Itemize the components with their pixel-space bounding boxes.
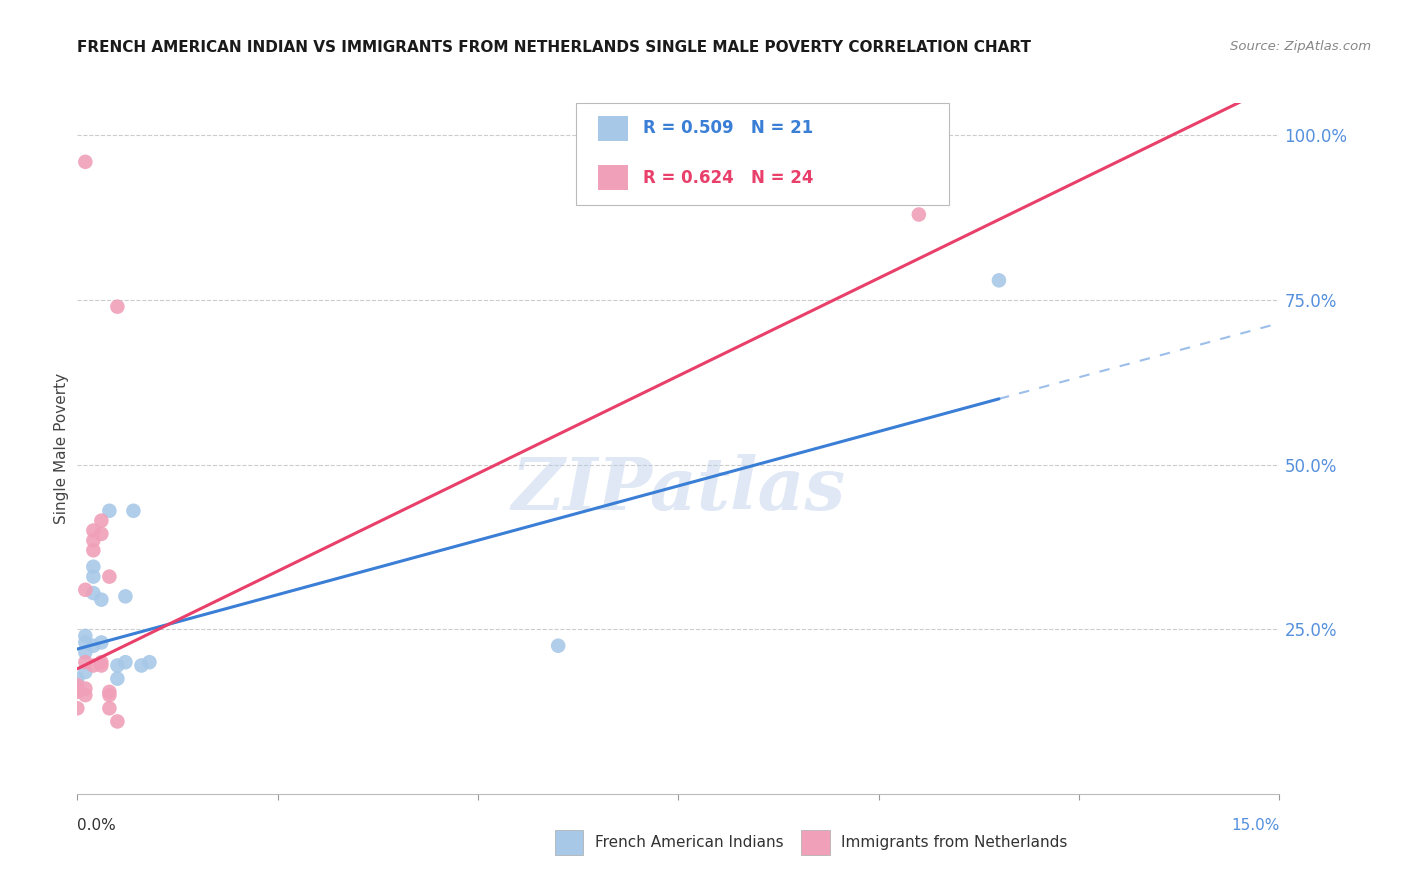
Point	[66, 678, 89, 692]
Point	[90, 526, 112, 541]
Text: R = 0.509   N = 21: R = 0.509 N = 21	[643, 120, 813, 137]
Y-axis label: Single Male Poverty: Single Male Poverty	[53, 373, 69, 524]
Point	[82, 533, 104, 548]
Point	[98, 569, 121, 583]
Point	[75, 681, 97, 696]
Point	[547, 639, 569, 653]
Point	[90, 592, 112, 607]
Point	[66, 685, 89, 699]
Text: 0.0%: 0.0%	[77, 818, 117, 832]
Point	[908, 207, 931, 221]
Point	[98, 688, 121, 702]
Text: Source: ZipAtlas.com: Source: ZipAtlas.com	[1230, 40, 1371, 54]
Text: French American Indians: French American Indians	[595, 836, 783, 850]
Point	[107, 672, 129, 686]
Point	[75, 582, 97, 597]
Point	[107, 658, 129, 673]
Point	[98, 504, 121, 518]
Point	[122, 504, 145, 518]
Point	[82, 524, 104, 538]
Point	[98, 685, 121, 699]
Point	[114, 590, 136, 604]
Point	[90, 635, 112, 649]
Point	[75, 629, 97, 643]
Text: Immigrants from Netherlands: Immigrants from Netherlands	[841, 836, 1067, 850]
Text: FRENCH AMERICAN INDIAN VS IMMIGRANTS FROM NETHERLANDS SINGLE MALE POVERTY CORREL: FRENCH AMERICAN INDIAN VS IMMIGRANTS FRO…	[77, 40, 1032, 55]
Text: R = 0.624   N = 24: R = 0.624 N = 24	[643, 169, 813, 186]
Point	[131, 658, 153, 673]
Point	[82, 569, 104, 583]
Point	[138, 655, 160, 669]
Point	[75, 154, 97, 169]
Point	[82, 543, 104, 558]
Point	[82, 658, 104, 673]
Point	[75, 635, 97, 649]
Point	[75, 688, 97, 702]
Point	[90, 655, 112, 669]
Point	[114, 655, 136, 669]
Point	[90, 658, 112, 673]
Point	[90, 514, 112, 528]
Point	[82, 586, 104, 600]
Point	[82, 639, 104, 653]
Point	[66, 701, 89, 715]
Point	[988, 273, 1011, 287]
Point	[75, 645, 97, 659]
Point	[66, 681, 89, 696]
Point	[75, 655, 97, 669]
Point	[107, 714, 129, 729]
Point	[107, 300, 129, 314]
Point	[66, 672, 89, 686]
Point	[98, 701, 121, 715]
Point	[75, 665, 97, 679]
Point	[82, 559, 104, 574]
Text: ZIPatlas: ZIPatlas	[512, 454, 845, 525]
Text: 15.0%: 15.0%	[1232, 818, 1279, 832]
